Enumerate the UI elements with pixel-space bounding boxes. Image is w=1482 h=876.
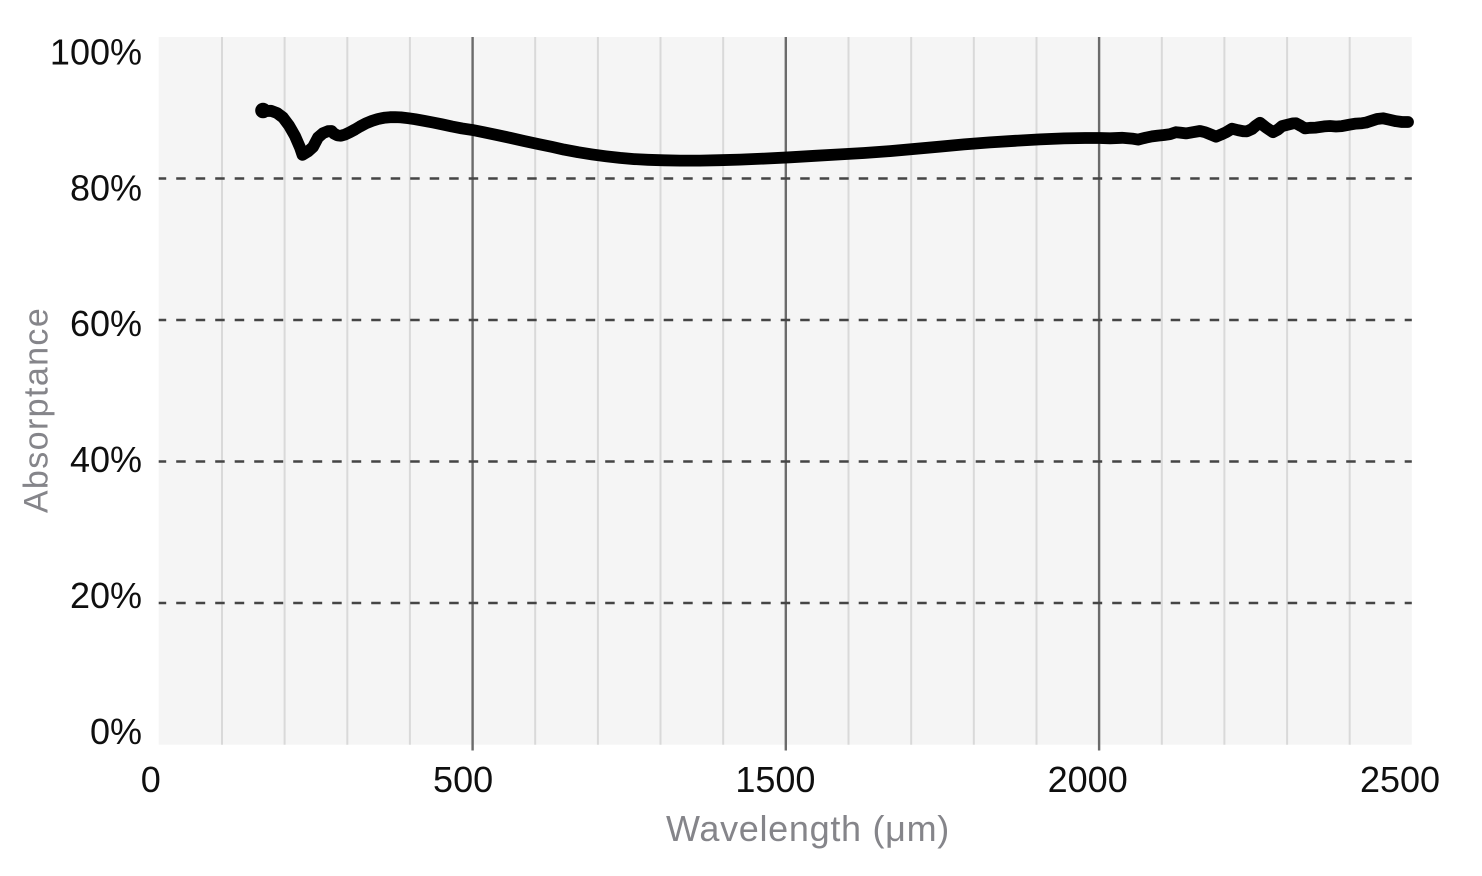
svg-text:500: 500	[433, 759, 493, 800]
svg-text:0: 0	[141, 759, 161, 800]
svg-text:2000: 2000	[1048, 759, 1128, 800]
svg-text:Absorptance: Absorptance	[18, 307, 56, 513]
svg-text:40%: 40%	[70, 439, 142, 480]
svg-text:2500: 2500	[1360, 759, 1440, 800]
svg-text:100%: 100%	[50, 31, 142, 72]
svg-text:80%: 80%	[70, 167, 142, 208]
svg-text:60%: 60%	[70, 303, 142, 344]
svg-text:Wavelength (μm): Wavelength (μm)	[666, 808, 950, 849]
svg-text:0%: 0%	[90, 711, 142, 752]
svg-text:20%: 20%	[70, 575, 142, 616]
svg-text:1500: 1500	[735, 759, 815, 800]
